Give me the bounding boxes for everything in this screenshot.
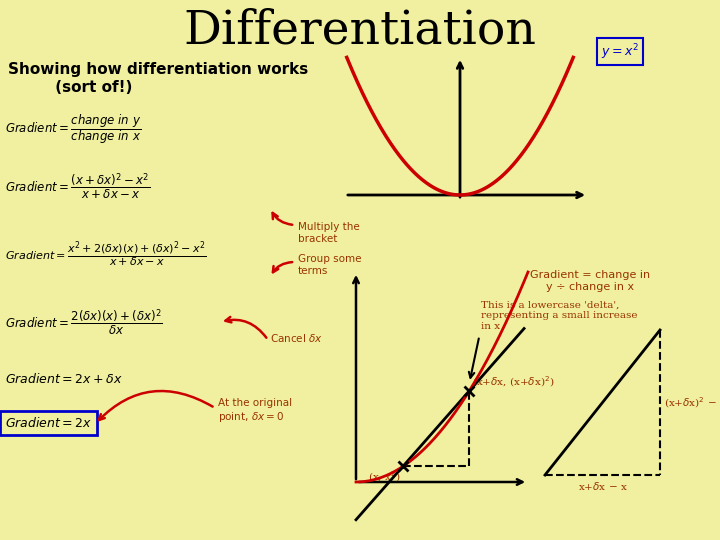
Text: Cancel $\delta x$: Cancel $\delta x$ (270, 332, 323, 344)
Text: At the original
point, $\delta x = 0$: At the original point, $\delta x = 0$ (218, 398, 292, 424)
Text: $\mathit{Gradient} = 2x$: $\mathit{Gradient} = 2x$ (5, 416, 92, 430)
Text: This is a lowercase 'delta',
representing a small increase
in x: This is a lowercase 'delta', representin… (482, 301, 638, 331)
Text: Multiply the
bracket: Multiply the bracket (298, 222, 360, 244)
Text: (x+$\delta$x)$^2$ $-$ x$^2$: (x+$\delta$x)$^2$ $-$ x$^2$ (664, 395, 720, 410)
Text: $y = x^2$: $y = x^2$ (601, 42, 639, 62)
Text: $\mathit{Gradient} = \dfrac{(x + \delta x)^2 - x^2}{x + \delta x - x}$: $\mathit{Gradient} = \dfrac{(x + \delta … (5, 172, 150, 202)
Text: Showing how differentiation works: Showing how differentiation works (8, 62, 308, 77)
Text: (x+$\delta$x, (x+$\delta$x)$^2$): (x+$\delta$x, (x+$\delta$x)$^2$) (472, 374, 555, 389)
Text: Group some
terms: Group some terms (298, 254, 361, 275)
Text: $\mathit{Gradient} = \dfrac{\mathit{change\ in\ }y}{\mathit{change\ in\ }x}$: $\mathit{Gradient} = \dfrac{\mathit{chan… (5, 112, 141, 146)
Text: Gradient = change in
y ÷ change in x: Gradient = change in y ÷ change in x (530, 270, 650, 292)
Text: $\mathit{Gradient} = 2x + \delta x$: $\mathit{Gradient} = 2x + \delta x$ (5, 372, 122, 386)
Text: $\mathit{Gradient} = \dfrac{x^2 + 2(\delta x)(x) + (\delta x)^2 - x^2}{x + \delt: $\mathit{Gradient} = \dfrac{x^2 + 2(\del… (5, 240, 207, 270)
Text: $\mathit{Gradient} = \dfrac{2(\delta x)(x) + (\delta x)^2}{\delta x}$: $\mathit{Gradient} = \dfrac{2(\delta x)(… (5, 308, 163, 338)
Text: Differentiation: Differentiation (184, 8, 536, 53)
Text: (x, x$^2$): (x, x$^2$) (368, 469, 401, 484)
Text: (sort of!): (sort of!) (8, 80, 132, 95)
Text: x+$\delta$x $-$ x: x+$\delta$x $-$ x (577, 480, 627, 492)
